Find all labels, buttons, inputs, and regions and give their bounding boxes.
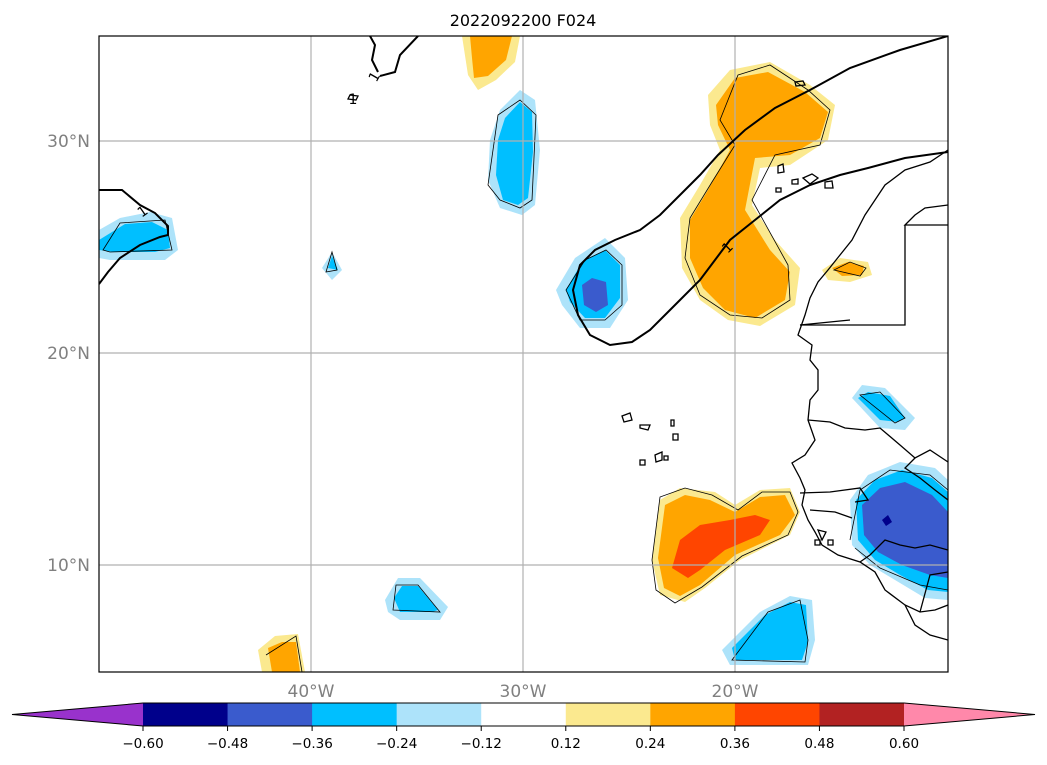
positive-anomaly-canary-core	[690, 72, 828, 318]
thin-contours	[102, 64, 948, 672]
negative-anomaly-blob-peak	[582, 278, 608, 312]
colorbar: −0.60 −0.48 −0.36 −0.24 −0.12 0.12 0.24 0.36 0.4…	[11, 702, 1036, 752]
colorbar-swatch	[396, 703, 482, 726]
colorbar-swatch	[481, 703, 567, 726]
colorbar-tick-label: 0.36	[720, 736, 750, 752]
figure-title: 2022092200 F024	[450, 11, 597, 30]
colorbar-swatch	[227, 703, 313, 726]
negative-anomaly-west-core	[99, 222, 170, 252]
colorbar-swatch	[650, 703, 736, 726]
colorbar-extend-max	[904, 703, 1035, 726]
colorbar-tick-label: 0.24	[635, 736, 665, 752]
colorbar-swatch	[819, 703, 905, 726]
map-frame	[98, 35, 949, 673]
colorbar-tick-label: 0.48	[804, 736, 834, 752]
negative-anomaly-central-core	[496, 102, 533, 205]
negative-anomaly-guinea-max	[882, 515, 892, 526]
colorbar-swatch	[565, 703, 651, 726]
colorbar-tick-label: −0.24	[376, 736, 417, 752]
colorbar-tick-label: −0.60	[122, 736, 163, 752]
negative-anomaly-mauritania-core	[858, 392, 905, 422]
lat-label-10n: 10°N	[47, 556, 90, 576]
colorbar-extend-min	[12, 703, 143, 726]
colorbar-tick-label: 0.60	[889, 736, 919, 752]
lon-label-30w: 30°W	[500, 682, 547, 702]
colorbar-swatch	[312, 703, 398, 726]
lon-label-20w: 20°W	[712, 682, 759, 702]
lon-label-40w: 40°W	[288, 682, 335, 702]
lat-label-20n: 20°N	[47, 344, 90, 364]
colorbar-swatch	[143, 703, 229, 726]
contour-label-small: 1	[349, 92, 358, 108]
gridlines	[99, 36, 948, 672]
negative-anomaly-guinea-peak	[862, 482, 948, 578]
reference-contours	[99, 36, 948, 347]
colorbar-tick-label: 0.12	[551, 736, 581, 752]
shaded-fields	[99, 36, 948, 672]
negative-anomaly-south-center-core	[732, 602, 808, 660]
lat-axis: 30°N 20°N 10°N	[47, 132, 90, 576]
coastlines	[347, 80, 948, 641]
negative-anomaly-small-core	[328, 256, 338, 270]
positive-anomaly-southwest-core	[268, 642, 300, 672]
colorbar-tick-label: −0.36	[291, 736, 332, 752]
colorbar-swatch	[734, 703, 820, 726]
positive-anomaly-coast-core	[832, 262, 864, 276]
lon-axis: 40°W 30°W 20°W	[288, 682, 759, 702]
negative-anomaly-southwest-core	[394, 586, 438, 612]
colorbar-tick-label: −0.48	[207, 736, 248, 752]
map-panel: 1 1 1 1	[99, 36, 948, 672]
positive-anomaly-top-core	[470, 36, 512, 78]
lat-label-30n: 30°N	[47, 132, 90, 152]
colorbar-tick-label: −0.12	[461, 736, 502, 752]
positive-anomaly-south-peak	[672, 515, 770, 578]
